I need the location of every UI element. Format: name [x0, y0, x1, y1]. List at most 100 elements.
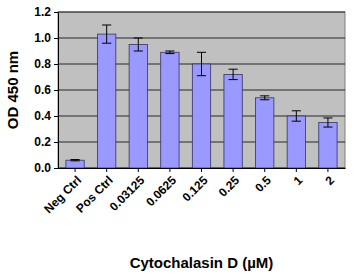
x-tick-mark — [138, 168, 139, 172]
error-cap — [134, 38, 143, 39]
x-tick: 0.0625 — [143, 168, 179, 209]
y-tick-label: 0.8 — [34, 57, 51, 71]
x-tick-label: 0.5 — [252, 173, 274, 195]
bar — [319, 123, 337, 169]
y-tick-label: 0.6 — [34, 83, 51, 97]
error-cap — [260, 99, 269, 100]
x-tick-mark — [106, 168, 107, 172]
y-tick-label: 0.0 — [34, 161, 51, 175]
error-cap — [292, 121, 301, 122]
error-stem — [264, 96, 265, 100]
y-tick-mark — [54, 90, 58, 91]
plot-background — [58, 12, 345, 168]
y-tick-mark — [54, 142, 58, 143]
y-tick-mark — [54, 12, 58, 13]
chart: 0.00.20.40.60.81.01.2Neg CtrlPos Ctrl0.0… — [0, 0, 355, 276]
error-bar — [323, 118, 332, 127]
y-tick: 0.6 — [34, 83, 58, 97]
x-tick-mark — [296, 168, 297, 172]
y-tick-mark — [54, 168, 58, 169]
error-cap — [260, 95, 269, 96]
error-cap — [165, 51, 174, 52]
grid-line — [58, 12, 345, 13]
y-axis-line — [58, 13, 59, 169]
y-tick-mark — [54, 116, 58, 117]
bar — [129, 45, 147, 169]
error-bar — [70, 160, 79, 161]
x-tick-mark — [327, 168, 328, 172]
error-cap — [323, 117, 332, 118]
x-tick: Pos Ctrl — [73, 168, 115, 216]
error-stem — [296, 111, 297, 121]
error-bar — [260, 96, 269, 100]
x-tick-label: 0.0625 — [143, 173, 179, 209]
error-stem — [138, 38, 139, 51]
x-tick: 0.5 — [252, 168, 274, 195]
y-axis: 0.0 0.2 0.4 0.6 0.8 1.0 1.2 — [34, 5, 58, 175]
y-tick: 1.2 — [34, 5, 58, 19]
y-tick-label: 0.2 — [34, 135, 51, 149]
error-cap — [165, 53, 174, 54]
x-tick-label: 0.25 — [216, 173, 243, 200]
y-tick-mark — [54, 38, 58, 39]
error-stem — [201, 52, 202, 75]
error-stem — [106, 25, 107, 43]
error-cap — [229, 69, 238, 70]
error-cap — [70, 159, 79, 160]
error-cap — [323, 127, 332, 128]
x-tick: 0.25 — [216, 168, 243, 200]
error-bar — [229, 69, 238, 79]
y-tick: 0.4 — [34, 109, 58, 123]
y-tick-label: 1.0 — [34, 31, 51, 45]
error-cap — [197, 75, 206, 76]
bar — [287, 116, 305, 168]
y-tick: 1.0 — [34, 31, 58, 45]
error-bar — [102, 25, 111, 43]
bar — [98, 34, 116, 168]
x-tick: 0.03125 — [107, 168, 148, 214]
x-tick-label: 1 — [291, 173, 306, 188]
x-tick: 0.125 — [179, 168, 210, 204]
y-axis-title: OD 450 nm — [4, 51, 21, 129]
grid — [58, 12, 345, 168]
x-tick-label: 0.125 — [179, 173, 210, 204]
bar — [66, 160, 84, 168]
x-tick-mark — [233, 168, 234, 172]
error-cap — [134, 51, 143, 52]
bar — [256, 98, 274, 168]
marks — [66, 25, 337, 168]
x-tick: 2 — [322, 168, 337, 188]
error-cap — [102, 25, 111, 26]
error-cap — [197, 52, 206, 53]
bar — [192, 64, 210, 168]
plot: 0.00.20.40.60.81.01.2Neg CtrlPos Ctrl0.0… — [34, 5, 345, 216]
x-tick-mark — [169, 168, 170, 172]
error-cap — [70, 160, 79, 161]
error-bar — [292, 111, 301, 121]
x-tick: 1 — [291, 168, 306, 188]
y-tick: 0.2 — [34, 135, 58, 149]
x-tick-mark — [264, 168, 265, 172]
bar — [224, 74, 242, 168]
error-cap — [102, 43, 111, 44]
x-axis-title: Cytochalasin D (µM) — [130, 254, 274, 271]
y-tick-label: 1.2 — [34, 5, 51, 19]
x-tick-label: Pos Ctrl — [73, 173, 115, 215]
error-stem — [233, 69, 234, 79]
error-bar — [134, 38, 143, 51]
error-cap — [229, 79, 238, 80]
x-axis: Neg CtrlPos Ctrl0.031250.06250.1250.250.… — [41, 168, 345, 216]
y-tick: 0.0 — [34, 161, 58, 175]
x-tick-mark — [75, 168, 76, 172]
error-cap — [292, 110, 301, 111]
error-bar — [165, 51, 174, 54]
error-stem — [327, 118, 328, 127]
y-tick-label: 0.4 — [34, 109, 51, 123]
y-tick: 0.8 — [34, 57, 58, 71]
y-tick-mark — [54, 64, 58, 65]
x-tick-mark — [201, 168, 202, 172]
bar — [161, 52, 179, 168]
x-tick-label: 2 — [322, 173, 337, 188]
x-tick-label: 0.03125 — [107, 173, 148, 214]
error-bar — [197, 52, 206, 75]
